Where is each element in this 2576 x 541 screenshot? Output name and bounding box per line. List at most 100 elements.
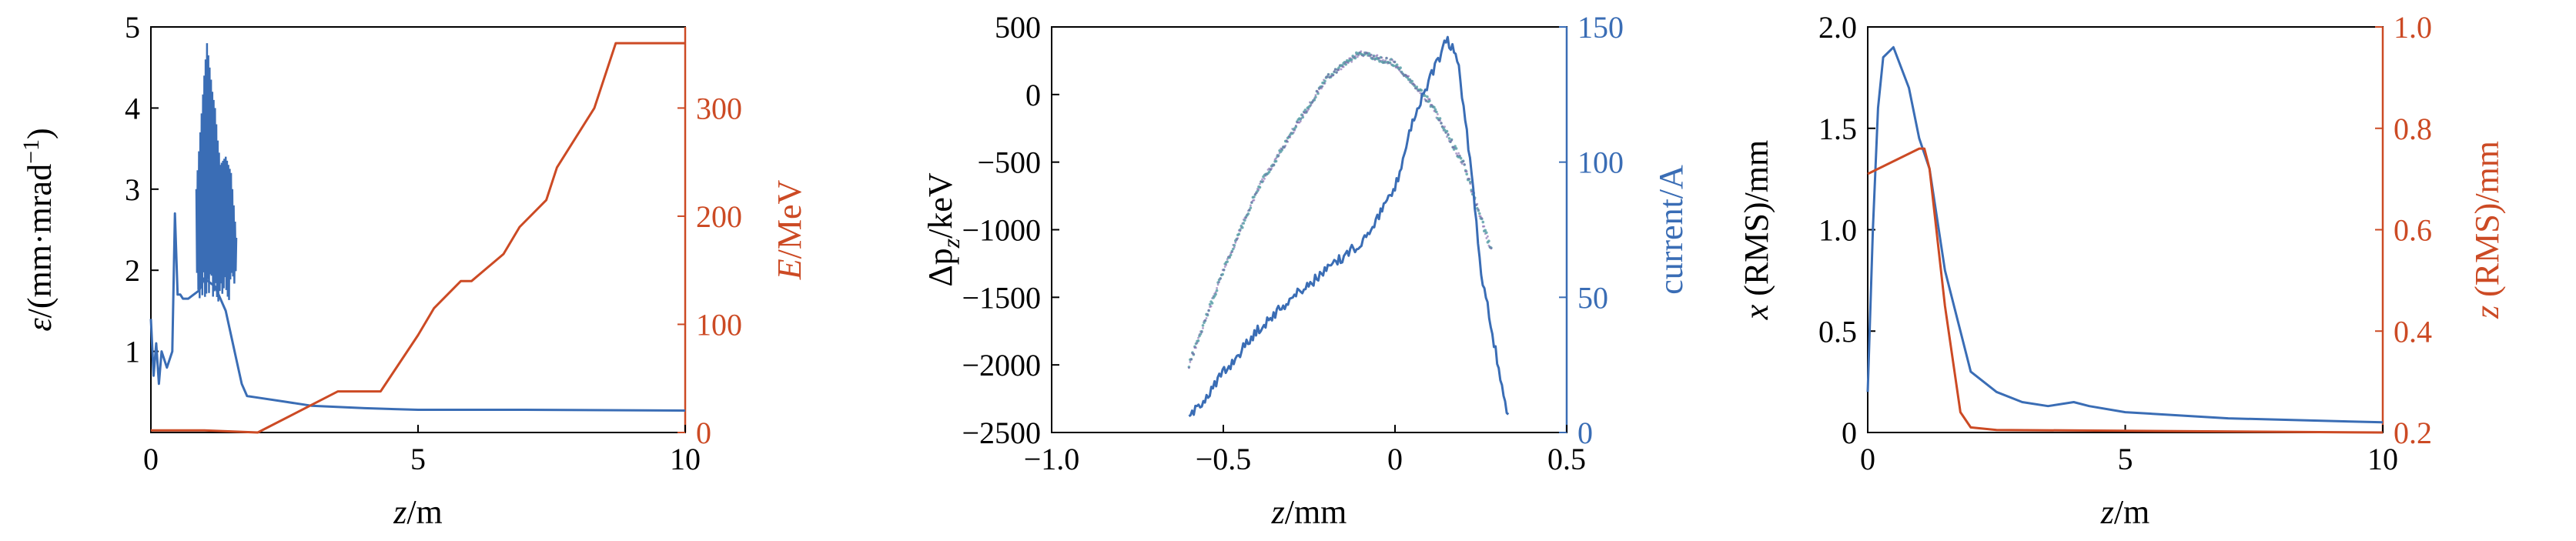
phase-space-point xyxy=(1447,132,1450,135)
phase-space-point xyxy=(1255,192,1258,195)
phase-space-point xyxy=(1229,253,1233,257)
phase-space-point xyxy=(1454,145,1457,148)
phase-space-point xyxy=(1323,82,1326,85)
y-tick-label-left: −2500 xyxy=(962,416,1041,450)
y-tick-label-right: 200 xyxy=(696,199,742,234)
phase-space-point xyxy=(1460,162,1464,165)
phase-space-point xyxy=(1206,312,1209,316)
x-tick-label: 0 xyxy=(1860,442,1875,476)
phase-space-point xyxy=(1350,60,1353,63)
phase-space-point xyxy=(1190,358,1193,361)
phase-space-point xyxy=(1267,170,1271,174)
right-series-line xyxy=(1188,35,1510,418)
phase-space-point xyxy=(1326,75,1329,78)
panel-emittance-energy: 0 5 10 1 2 3 4 5 0 100 200 300 z/m ε/(mm·mrad−1) E/MeV xyxy=(18,10,808,531)
phase-space-point xyxy=(1316,91,1320,93)
y-tick-label-right: 0.4 xyxy=(2394,314,2432,349)
phase-space-point xyxy=(1444,125,1446,129)
phase-space-point xyxy=(1376,54,1379,57)
phase-space-point xyxy=(1332,74,1334,77)
phase-space-point xyxy=(1219,277,1222,280)
phase-space-point xyxy=(1253,199,1256,202)
phase-space-point xyxy=(1225,263,1228,266)
y-tick-label-right: 300 xyxy=(696,91,742,125)
phase-space-point xyxy=(1303,109,1307,112)
phase-space-point xyxy=(1465,170,1468,173)
phase-space-point xyxy=(1210,302,1214,305)
phase-space-point xyxy=(1245,216,1247,219)
y-tick-label-right: 0.2 xyxy=(2394,416,2432,450)
y-axis-label-left: ε/(mm·mrad−1) xyxy=(18,128,59,331)
phase-space-point xyxy=(1485,231,1488,235)
phase-space-point xyxy=(1216,287,1218,289)
phase-space-point xyxy=(1250,204,1252,207)
phase-space-point xyxy=(1209,305,1213,308)
phase-space-point xyxy=(1205,317,1208,319)
phase-space-point xyxy=(1342,65,1345,68)
phase-space-point xyxy=(1221,272,1224,276)
phase-space-point xyxy=(1450,139,1453,142)
phase-space-point xyxy=(1321,85,1324,88)
phase-space-point xyxy=(1350,58,1353,62)
y-tick-label-left: 2 xyxy=(125,253,140,288)
phase-space-point xyxy=(1478,212,1481,215)
phase-space-point xyxy=(1392,64,1395,68)
x-tick-label: 5 xyxy=(2118,442,2133,476)
phase-space-point xyxy=(1323,79,1326,83)
phase-space-point xyxy=(1299,120,1302,123)
phase-space-point xyxy=(1204,319,1206,322)
phase-space-point xyxy=(1454,147,1458,150)
plot-frame xyxy=(1051,26,1567,433)
phase-space-point xyxy=(1487,235,1489,238)
phase-space-point xyxy=(1333,70,1336,72)
emittance-oscillation-series xyxy=(195,43,238,302)
phase-space-point xyxy=(1320,87,1323,90)
phase-space-point xyxy=(1426,95,1429,99)
y-axis-label-right: E/MeV xyxy=(771,180,808,281)
phase-space-point xyxy=(1286,140,1290,143)
phase-space-point xyxy=(1391,58,1393,62)
phase-space-point xyxy=(1485,237,1488,239)
right-series-line xyxy=(1867,147,2384,434)
phase-space-point xyxy=(1196,342,1199,345)
phase-space-point xyxy=(1237,232,1241,236)
y-tick-label-right: 0 xyxy=(696,416,711,450)
phase-space-point xyxy=(1199,332,1203,336)
phase-space-point xyxy=(1235,239,1238,242)
phase-space-point xyxy=(1434,108,1437,112)
phase-space-point xyxy=(1253,195,1256,199)
phase-space-point xyxy=(1207,309,1210,312)
phase-space-point xyxy=(1407,75,1410,78)
phase-space-point xyxy=(1481,220,1485,224)
phase-space-point xyxy=(1440,122,1443,125)
x-tick-label: 10 xyxy=(2367,442,2398,476)
phase-space-point xyxy=(1347,62,1350,65)
y-tick-label-left: 500 xyxy=(995,10,1041,45)
phase-space-point xyxy=(1293,129,1296,132)
phase-space-point xyxy=(1373,55,1375,58)
phase-space-point xyxy=(1292,131,1295,134)
phase-space-point xyxy=(1469,182,1472,185)
phase-space-point xyxy=(1337,66,1340,69)
phase-space-point xyxy=(1234,241,1237,244)
phase-space-point xyxy=(1415,85,1419,88)
phase-space-point xyxy=(1223,265,1226,268)
x-axis-label: z/m xyxy=(2100,493,2150,531)
phase-space-point xyxy=(1388,61,1392,65)
phase-space-point xyxy=(1230,251,1233,253)
y-tick-label-left: 3 xyxy=(125,172,140,207)
phase-space-point xyxy=(1311,101,1313,104)
phase-space-point xyxy=(1490,247,1493,250)
phase-space-point xyxy=(1236,237,1239,239)
panel-rms-beam-size: 0 5 10 0 0.5 1.0 1.5 2.0 0.2 0.4 0.6 0.8 1.0 z/m x (RM… xyxy=(1738,10,2506,531)
phase-space-point xyxy=(1356,55,1359,58)
phase-space-point xyxy=(1399,66,1402,69)
y-tick-label-left: 1 xyxy=(125,335,140,369)
phase-space-point xyxy=(1437,113,1439,115)
phase-space-point xyxy=(1226,260,1229,263)
y-tick-label-left: −2000 xyxy=(962,348,1041,382)
phase-space-point xyxy=(1423,94,1427,98)
phase-space-point xyxy=(1484,229,1487,232)
phase-space-point xyxy=(1455,152,1457,155)
phase-space-point xyxy=(1242,222,1246,225)
